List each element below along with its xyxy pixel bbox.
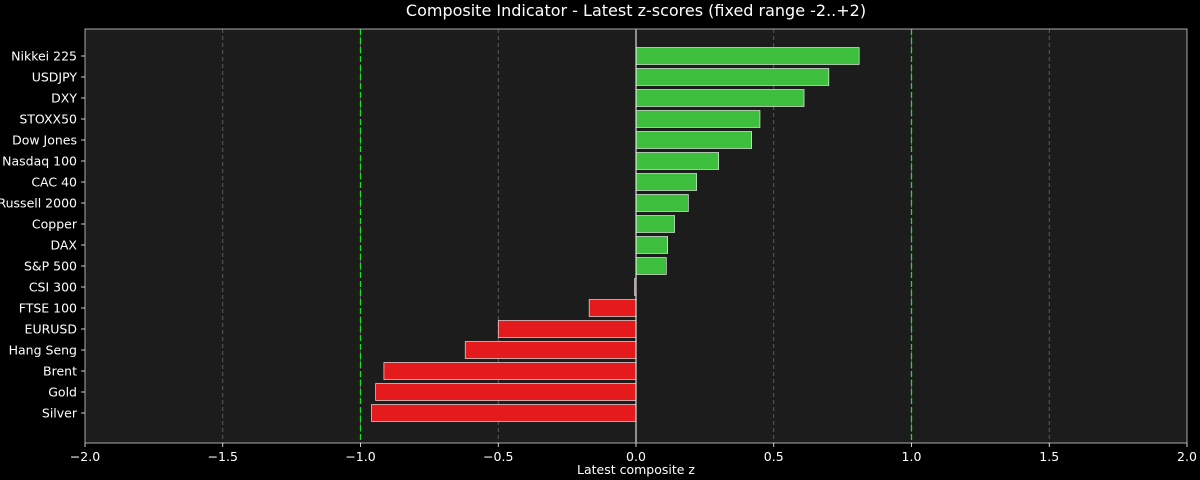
y-tick-label: Brent bbox=[43, 364, 77, 379]
bar-gold bbox=[375, 383, 637, 401]
bar-nasdaq-100 bbox=[635, 152, 719, 170]
bar-dow-jones bbox=[635, 131, 753, 149]
y-tick-label: CAC 40 bbox=[31, 175, 77, 190]
y-tick-label: DXY bbox=[51, 91, 77, 106]
chart-title: Composite Indicator - Latest z-scores (f… bbox=[406, 1, 866, 20]
bar-hang-seng bbox=[464, 341, 637, 359]
y-tick-label: Gold bbox=[48, 385, 77, 400]
bar-cac-40 bbox=[635, 173, 697, 191]
bar-dax bbox=[635, 236, 668, 254]
y-tick-label: CSI 300 bbox=[29, 280, 77, 295]
x-tick-label: −1.5 bbox=[208, 449, 238, 464]
x-tick-label: 1.5 bbox=[1039, 449, 1059, 464]
y-tick-label: Dow Jones bbox=[12, 133, 77, 148]
y-tick-labels: Nikkei 225 USDJPY DXY STOXX50 Dow Jones Nasda… bbox=[0, 49, 85, 421]
x-tick-labels: −2.0 −1.5 −1.0 −0.5 0.0 0.5 1.0 1.5 2.0 bbox=[70, 443, 1197, 464]
bar-russell-2000 bbox=[635, 194, 689, 212]
x-tick-label: 2.0 bbox=[1177, 449, 1197, 464]
y-tick-label: EURUSD bbox=[25, 322, 77, 337]
x-tick-label: −2.0 bbox=[70, 449, 100, 464]
x-tick-label: 0.0 bbox=[626, 449, 646, 464]
bar-dxy bbox=[635, 89, 805, 107]
bar-usdjpy bbox=[635, 68, 830, 86]
x-axis-label: Latest composite z bbox=[577, 462, 695, 477]
bar-silver bbox=[371, 404, 637, 422]
x-tick-label: 0.5 bbox=[764, 449, 784, 464]
y-tick-label: Nasdaq 100 bbox=[2, 154, 77, 169]
bar-eurusd bbox=[497, 320, 637, 338]
x-tick-label: −1.0 bbox=[345, 449, 375, 464]
x-tick-label: −0.5 bbox=[483, 449, 513, 464]
bar-ftse-100 bbox=[588, 299, 637, 317]
y-tick-label: Nikkei 225 bbox=[11, 49, 77, 64]
bar-copper bbox=[635, 215, 675, 233]
y-tick-label: Russell 2000 bbox=[0, 196, 77, 211]
bar-s-p-500 bbox=[635, 257, 667, 275]
x-tick-label: 1.0 bbox=[902, 449, 922, 464]
y-tick-label: DAX bbox=[50, 238, 77, 253]
y-tick-label: S&P 500 bbox=[24, 259, 77, 274]
y-tick-label: Silver bbox=[42, 406, 78, 421]
y-tick-label: USDJPY bbox=[32, 70, 78, 85]
bar-stoxx50 bbox=[635, 110, 761, 128]
bar-brent bbox=[383, 362, 637, 380]
y-tick-label: Copper bbox=[32, 217, 78, 232]
bar-nikkei-225 bbox=[635, 47, 860, 65]
y-tick-label: Hang Seng bbox=[9, 343, 77, 358]
y-tick-label: FTSE 100 bbox=[19, 301, 77, 316]
y-tick-label: STOXX50 bbox=[19, 112, 77, 127]
reference-lines bbox=[359, 29, 913, 443]
